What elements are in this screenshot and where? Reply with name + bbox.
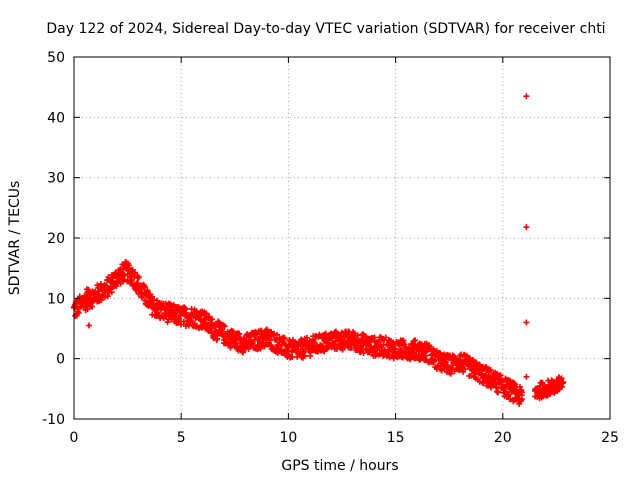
axis-ticks: 0 5 10 15 20 25 -10 0 10 20 30 40 50 (42, 50, 619, 446)
data-point (511, 380, 518, 387)
data-point (83, 286, 90, 293)
data-point (478, 370, 485, 377)
x-tick-label: 5 (177, 430, 186, 446)
data-point (523, 373, 530, 380)
data-point (227, 344, 234, 351)
data-point (487, 366, 494, 373)
data-point (149, 293, 156, 300)
data-point (281, 335, 288, 342)
y-tick-label: 40 (47, 110, 65, 126)
data-point (503, 382, 510, 389)
data-point (213, 336, 220, 343)
y-tick-label: 10 (47, 291, 65, 307)
data-point (203, 310, 210, 317)
x-tick-label: 0 (70, 430, 79, 446)
chart-title: Day 122 of 2024, Sidereal Day-to-day VTE… (46, 21, 605, 37)
data-point (487, 384, 494, 391)
y-axis-label: SDTVAR / TECUs (7, 181, 23, 296)
data-point (502, 383, 509, 390)
data-point (380, 342, 387, 349)
data-point (208, 316, 215, 323)
data-point (130, 270, 137, 277)
x-axis-label: GPS time / hours (281, 458, 398, 474)
data-point (384, 350, 391, 357)
data-point (177, 321, 184, 328)
data-point (386, 354, 393, 361)
data-point (97, 280, 104, 287)
data-point (141, 283, 148, 290)
data-point (518, 396, 525, 403)
y-tick-label: -10 (42, 412, 65, 428)
grid (74, 57, 610, 419)
data-point (182, 305, 189, 312)
data-point (426, 342, 433, 349)
y-tick-label: 50 (47, 50, 65, 66)
data-points (70, 93, 567, 407)
data-point (144, 287, 151, 294)
data-point (187, 317, 194, 324)
data-point (131, 269, 138, 276)
data-point (135, 274, 142, 281)
data-point (548, 377, 555, 384)
data-point (468, 372, 475, 379)
data-point (523, 224, 530, 231)
data-point (392, 346, 399, 353)
data-point (438, 367, 445, 374)
data-point (559, 380, 566, 387)
data-point (494, 388, 501, 395)
data-point (382, 334, 389, 341)
data-point (360, 349, 367, 356)
data-point (104, 293, 111, 300)
data-point (497, 372, 504, 379)
y-tick-label: 20 (47, 231, 65, 247)
y-tick-label: 30 (47, 171, 65, 187)
data-point (461, 366, 468, 373)
data-point (399, 349, 406, 356)
x-tick-label: 20 (494, 430, 512, 446)
x-tick-label: 10 (279, 430, 297, 446)
data-point (135, 280, 142, 287)
data-point (108, 289, 115, 296)
data-point (236, 331, 243, 338)
data-point (154, 309, 161, 316)
y-tick-label: 0 (56, 352, 65, 368)
data-point (494, 389, 501, 396)
data-point (180, 318, 187, 325)
data-point (400, 337, 407, 344)
data-point (303, 334, 310, 341)
data-point (241, 336, 248, 343)
data-point (249, 340, 256, 347)
data-point (101, 294, 108, 301)
data-point (261, 343, 268, 350)
data-point (523, 319, 530, 326)
data-point (174, 319, 181, 326)
data-point (518, 389, 525, 396)
x-tick-label: 25 (601, 430, 619, 446)
data-point (505, 391, 512, 398)
data-point (164, 319, 171, 326)
data-point (265, 335, 272, 342)
x-tick-label: 15 (387, 430, 405, 446)
data-point (86, 322, 93, 329)
data-point (271, 330, 278, 337)
data-point (89, 303, 96, 310)
data-point (84, 306, 91, 313)
data-point (221, 323, 228, 330)
data-point (301, 352, 308, 359)
data-point (257, 345, 264, 352)
data-point (523, 93, 530, 100)
data-point (412, 337, 419, 344)
data-point (430, 346, 437, 353)
